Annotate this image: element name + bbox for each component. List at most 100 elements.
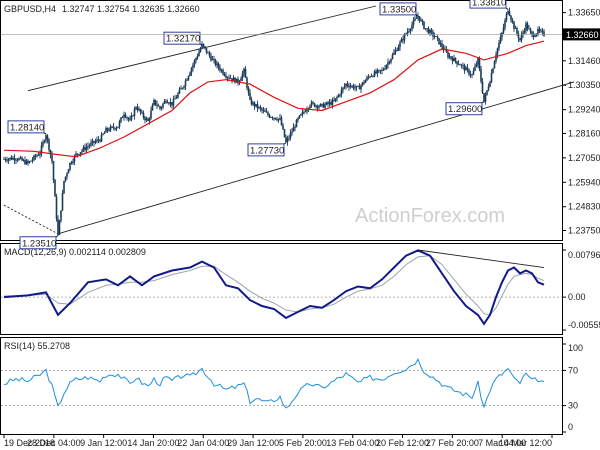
candle-body bbox=[223, 74, 226, 76]
candle-body bbox=[478, 57, 481, 70]
candle-body bbox=[66, 173, 68, 177]
candle-body bbox=[276, 119, 278, 121]
candle-body bbox=[255, 103, 257, 107]
candle-body bbox=[294, 127, 296, 128]
candle-body bbox=[141, 112, 143, 114]
candle-body bbox=[348, 85, 350, 88]
rsi-tick-label: 30 bbox=[568, 401, 578, 411]
candle-body bbox=[522, 32, 524, 35]
candle-body bbox=[472, 70, 475, 75]
candle-body bbox=[291, 131, 293, 133]
candle-body bbox=[49, 149, 52, 155]
time-tick-label: 22 Jan 04:00 bbox=[177, 438, 229, 448]
candle-body bbox=[448, 56, 451, 58]
candle-body bbox=[165, 100, 167, 102]
candle-body bbox=[235, 78, 238, 83]
candle-body bbox=[178, 89, 181, 94]
candle-body bbox=[108, 130, 110, 132]
candle-body bbox=[171, 102, 173, 106]
candle-body bbox=[402, 39, 404, 41]
candle-body bbox=[499, 36, 502, 43]
candle-body bbox=[424, 28, 427, 30]
price-tick-label: 1.33650 bbox=[568, 8, 600, 18]
candle-body bbox=[268, 115, 271, 118]
candle-body bbox=[501, 32, 503, 37]
candle-body bbox=[208, 52, 211, 56]
candle-body bbox=[394, 50, 397, 53]
candle-body bbox=[117, 126, 119, 128]
annotation-label: 1.27730 bbox=[250, 145, 284, 156]
candle-body bbox=[391, 54, 394, 59]
candle-body bbox=[450, 56, 452, 59]
candle-body bbox=[384, 68, 386, 70]
candle-body bbox=[106, 128, 109, 131]
candle-body bbox=[19, 157, 22, 159]
candle-body bbox=[46, 135, 49, 140]
candle-body bbox=[337, 94, 340, 97]
candle-body bbox=[25, 160, 28, 165]
candle-body bbox=[387, 62, 389, 66]
candle-body bbox=[70, 162, 73, 164]
candle-body bbox=[388, 62, 391, 63]
candle-body bbox=[172, 99, 175, 106]
candle-body bbox=[355, 85, 358, 88]
candle-body bbox=[199, 48, 202, 52]
candle-body bbox=[414, 18, 416, 21]
candle-body bbox=[61, 193, 64, 211]
candle-body bbox=[322, 103, 325, 108]
candle-body bbox=[118, 121, 121, 127]
candle-body bbox=[385, 65, 388, 69]
candle-body bbox=[510, 15, 512, 20]
time-tick-label: 7 Mar 04:00 bbox=[478, 438, 526, 448]
candle-body bbox=[58, 220, 61, 236]
candle-body bbox=[456, 61, 458, 65]
candle-body bbox=[451, 58, 454, 62]
candle-body bbox=[285, 137, 287, 143]
price-tick-label: 1.23750 bbox=[568, 225, 600, 235]
candle-body bbox=[135, 107, 137, 109]
candle-body bbox=[136, 107, 139, 110]
candle-body bbox=[487, 86, 490, 91]
candle-body bbox=[180, 88, 182, 90]
candle-body bbox=[261, 108, 263, 111]
candle-body bbox=[15, 159, 17, 161]
rsi-line bbox=[3, 358, 545, 409]
candle-body bbox=[96, 139, 98, 142]
candle-body bbox=[126, 117, 128, 119]
candle-body bbox=[94, 141, 97, 143]
candle-body bbox=[204, 46, 206, 49]
candle-body bbox=[9, 157, 11, 159]
macd-signal-line bbox=[3, 255, 545, 316]
candle-body bbox=[288, 137, 290, 139]
candle-body bbox=[408, 30, 410, 32]
candle-body bbox=[459, 64, 461, 66]
candle-body bbox=[79, 152, 82, 155]
candle-body bbox=[292, 127, 295, 132]
candle-body bbox=[471, 74, 473, 76]
candle-body bbox=[154, 99, 157, 105]
candle-body bbox=[133, 108, 136, 116]
annotation-box bbox=[379, 2, 417, 16]
ohlc-readout: 1.32747 1.32754 1.32635 1.32660 bbox=[62, 4, 200, 14]
candle-body bbox=[286, 138, 289, 143]
candle-body bbox=[114, 128, 116, 130]
annotation-box bbox=[19, 236, 57, 250]
candle-body bbox=[406, 31, 409, 34]
candle-body bbox=[147, 118, 149, 122]
candle-body bbox=[336, 96, 338, 99]
price-tick-label: 1.27050 bbox=[568, 153, 600, 163]
candle-body bbox=[258, 107, 260, 109]
candle-body bbox=[469, 74, 472, 76]
candle-body bbox=[21, 157, 23, 161]
candle-body bbox=[123, 114, 125, 118]
last-price-marker: 1.32660 bbox=[1, 28, 600, 41]
candle-body bbox=[360, 85, 362, 90]
rsi-label: RSI(14) 55.2708 bbox=[4, 341, 70, 351]
candle-body bbox=[321, 103, 323, 105]
candle-body bbox=[150, 110, 152, 119]
candle-body bbox=[262, 110, 265, 112]
candle-body bbox=[429, 30, 431, 34]
candle-body bbox=[75, 153, 77, 156]
candle-body bbox=[225, 75, 227, 78]
candle-body bbox=[33, 155, 35, 160]
